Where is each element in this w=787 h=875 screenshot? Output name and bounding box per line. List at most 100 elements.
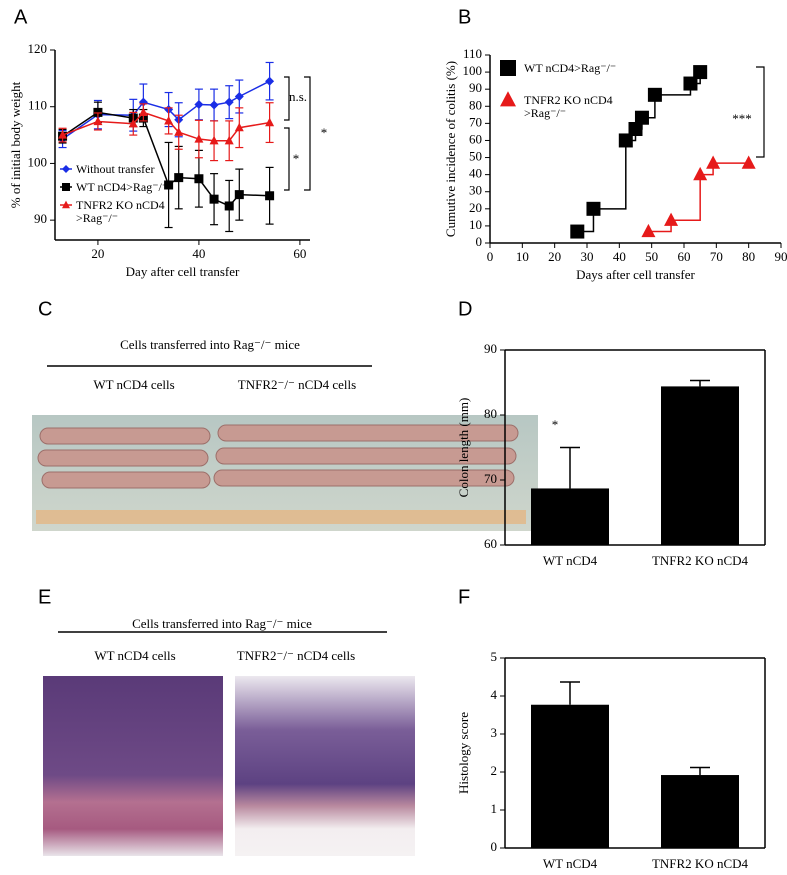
ruler bbox=[36, 510, 526, 524]
x-axis-label: Day after cell transfer bbox=[126, 264, 240, 279]
photo-column-label: WT nCD4 cells bbox=[93, 377, 174, 392]
x-tick-label: 30 bbox=[581, 249, 594, 264]
y-tick-label: 40 bbox=[469, 166, 482, 181]
x-tick-label: 40 bbox=[613, 249, 626, 264]
photo-column-label: TNFR2⁻/⁻ nCD4 cells bbox=[237, 648, 355, 663]
y-axis-label: Histology score bbox=[456, 712, 471, 794]
marker bbox=[265, 76, 275, 86]
histology-image bbox=[43, 676, 223, 856]
x-tick-label: 20 bbox=[91, 246, 104, 261]
marker bbox=[741, 155, 756, 169]
marker bbox=[570, 224, 585, 239]
legend-entry: Without transfer bbox=[76, 163, 155, 176]
y-tick-label: 0 bbox=[476, 234, 483, 249]
x-tick-label: 20 bbox=[548, 249, 561, 264]
marker bbox=[234, 190, 244, 200]
bar bbox=[661, 386, 739, 545]
y-tick-label: 110 bbox=[463, 46, 482, 61]
x-tick-label: 40 bbox=[192, 246, 205, 261]
y-axis-label: % of initial body weight bbox=[8, 81, 23, 208]
legend-label: WT nCD4>Rag⁻/⁻ bbox=[524, 62, 617, 75]
marker bbox=[706, 155, 721, 169]
x-tick-label: 0 bbox=[487, 249, 494, 264]
significance-bracket bbox=[284, 127, 290, 191]
marker bbox=[234, 122, 244, 132]
legend-marker bbox=[500, 91, 516, 107]
panel-labels: A B C D E F bbox=[14, 6, 472, 608]
y-tick-label: 3 bbox=[491, 725, 498, 740]
legend-label: Without transfer bbox=[76, 163, 155, 176]
legend-label: TNFR2 KO nCD4 >Rag⁻/⁻ bbox=[76, 199, 165, 225]
y-tick-label: 70 bbox=[484, 471, 497, 486]
histology-image bbox=[235, 676, 415, 856]
legend-label: WT nCD4>Rag⁻/⁻ bbox=[76, 181, 169, 194]
colon-tissue bbox=[37, 424, 519, 489]
y-tick-label: 100 bbox=[463, 63, 483, 78]
y-tick-label: 90 bbox=[34, 211, 47, 226]
y-tick-label: 120 bbox=[28, 41, 48, 56]
y-tick-label: 10 bbox=[469, 217, 482, 232]
annotation: n.s. bbox=[289, 89, 307, 104]
marker bbox=[618, 133, 633, 148]
y-tick-label: 90 bbox=[484, 341, 497, 356]
y-tick-label: 50 bbox=[469, 149, 482, 164]
marker bbox=[138, 107, 148, 116]
panel-label: A bbox=[14, 6, 28, 28]
marker bbox=[93, 116, 103, 126]
x-tick-label: 90 bbox=[775, 249, 787, 264]
x-tick-label: 80 bbox=[742, 249, 755, 264]
marker bbox=[628, 122, 643, 137]
photo-panel-e: Cells transferred into Rag⁻/⁻ mice WT nC… bbox=[43, 616, 415, 856]
marker bbox=[164, 115, 174, 125]
y-tick-label: 1 bbox=[491, 801, 498, 816]
x-tick-label: 70 bbox=[710, 249, 723, 264]
marker bbox=[634, 110, 649, 125]
y-tick-label: 80 bbox=[484, 406, 497, 421]
y-tick-label: 2 bbox=[491, 763, 498, 778]
y-tick-label: 60 bbox=[484, 536, 497, 551]
y-tick-label: 110 bbox=[28, 98, 47, 113]
y-tick-label: 5 bbox=[491, 649, 498, 664]
x-tick-label: 10 bbox=[516, 249, 529, 264]
annotation: * bbox=[321, 125, 328, 140]
x-tick-label: TNFR2 KO nCD4 bbox=[652, 553, 749, 568]
marker bbox=[128, 118, 138, 128]
y-tick-label: 0 bbox=[491, 839, 498, 854]
marker bbox=[194, 134, 204, 143]
marker bbox=[586, 201, 601, 216]
bar bbox=[531, 488, 609, 545]
photo-column-label: TNFR2⁻/⁻ nCD4 cells bbox=[238, 377, 356, 392]
legend-entry: TNFR2 KO nCD4 >Rag⁻/⁻ bbox=[76, 199, 165, 225]
y-tick-label: 80 bbox=[469, 97, 482, 112]
annotation: * bbox=[552, 417, 559, 432]
legend-entry: WT nCD4>Rag⁻/⁻ bbox=[76, 181, 169, 194]
x-tick-label: 50 bbox=[645, 249, 658, 264]
annotation: * bbox=[697, 787, 704, 802]
legend-entry: WT nCD4>Rag⁻/⁻ bbox=[524, 62, 617, 75]
photo-heading: Cells transferred into Rag⁻/⁻ mice bbox=[132, 616, 312, 631]
bar bbox=[531, 704, 609, 848]
marker bbox=[641, 223, 656, 238]
marker bbox=[194, 99, 204, 109]
panel-label: D bbox=[458, 298, 472, 320]
x-tick-label: TNFR2 KO nCD4 bbox=[652, 856, 749, 871]
marker bbox=[174, 173, 184, 183]
marker bbox=[647, 87, 662, 102]
photo-panel-c: Cells transferred into Rag⁻/⁻ mice WT nC… bbox=[32, 337, 538, 531]
marker bbox=[265, 117, 275, 127]
marker bbox=[683, 76, 698, 91]
marker bbox=[234, 92, 244, 102]
y-tick-label: 60 bbox=[469, 131, 482, 146]
panel-label: F bbox=[458, 586, 470, 608]
marker bbox=[664, 212, 679, 226]
panel-label: E bbox=[38, 586, 51, 608]
marker bbox=[164, 180, 174, 190]
marker bbox=[209, 194, 219, 204]
bar bbox=[661, 775, 739, 848]
marker bbox=[174, 127, 184, 136]
panel-label: C bbox=[38, 298, 52, 320]
x-tick-label: 60 bbox=[293, 246, 306, 261]
x-axis-label: Days after cell transfer bbox=[576, 267, 695, 282]
marker bbox=[209, 135, 219, 145]
